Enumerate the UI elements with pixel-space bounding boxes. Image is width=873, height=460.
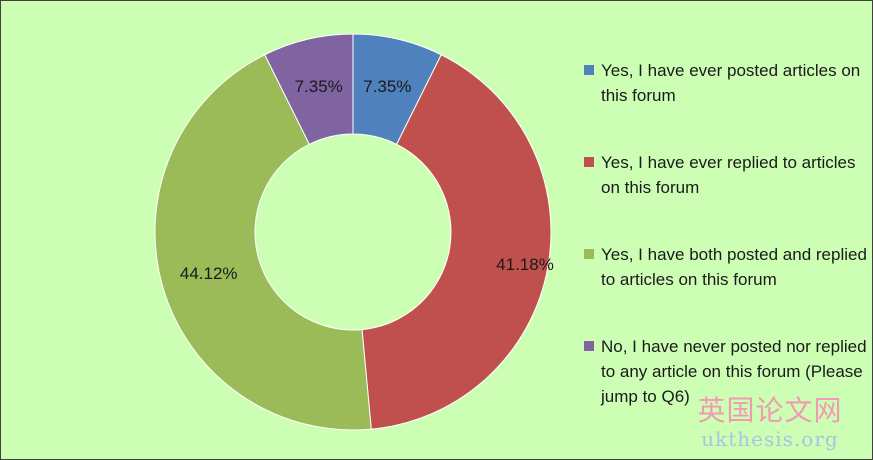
legend-label-never: No, I have never posted nor replied to a… bbox=[601, 337, 867, 406]
data-label-both: 44.12% bbox=[180, 264, 238, 283]
slice-replied bbox=[361, 54, 552, 430]
legend: Yes, I have ever posted articles on this… bbox=[584, 58, 869, 409]
legend-label-replied: Yes, I have ever replied to articles on … bbox=[601, 153, 856, 197]
data-label-replied: 41.18% bbox=[496, 255, 554, 274]
legend-swatch-both bbox=[584, 249, 594, 259]
donut-slices bbox=[154, 33, 552, 431]
legend-item-replied: Yes, I have ever replied to articles on … bbox=[584, 150, 869, 242]
data-labels: 7.35% 41.18% 44.12% 7.35% bbox=[180, 77, 554, 283]
legend-item-posted: Yes, I have ever posted articles on this… bbox=[584, 58, 869, 150]
legend-label-posted: Yes, I have ever posted articles on this… bbox=[601, 61, 861, 105]
legend-swatch-never bbox=[584, 341, 594, 351]
legend-swatch-posted bbox=[584, 65, 594, 75]
legend-label-both: Yes, I have both posted and replied to a… bbox=[601, 245, 867, 289]
slice-both bbox=[154, 54, 372, 431]
slice-never bbox=[264, 33, 354, 145]
legend-item-both: Yes, I have both posted and replied to a… bbox=[584, 242, 869, 334]
legend-swatch-replied bbox=[584, 157, 594, 167]
data-label-posted: 7.35% bbox=[363, 77, 411, 96]
legend-item-never: No, I have never posted nor replied to a… bbox=[584, 334, 869, 409]
data-label-never: 7.35% bbox=[295, 77, 343, 96]
